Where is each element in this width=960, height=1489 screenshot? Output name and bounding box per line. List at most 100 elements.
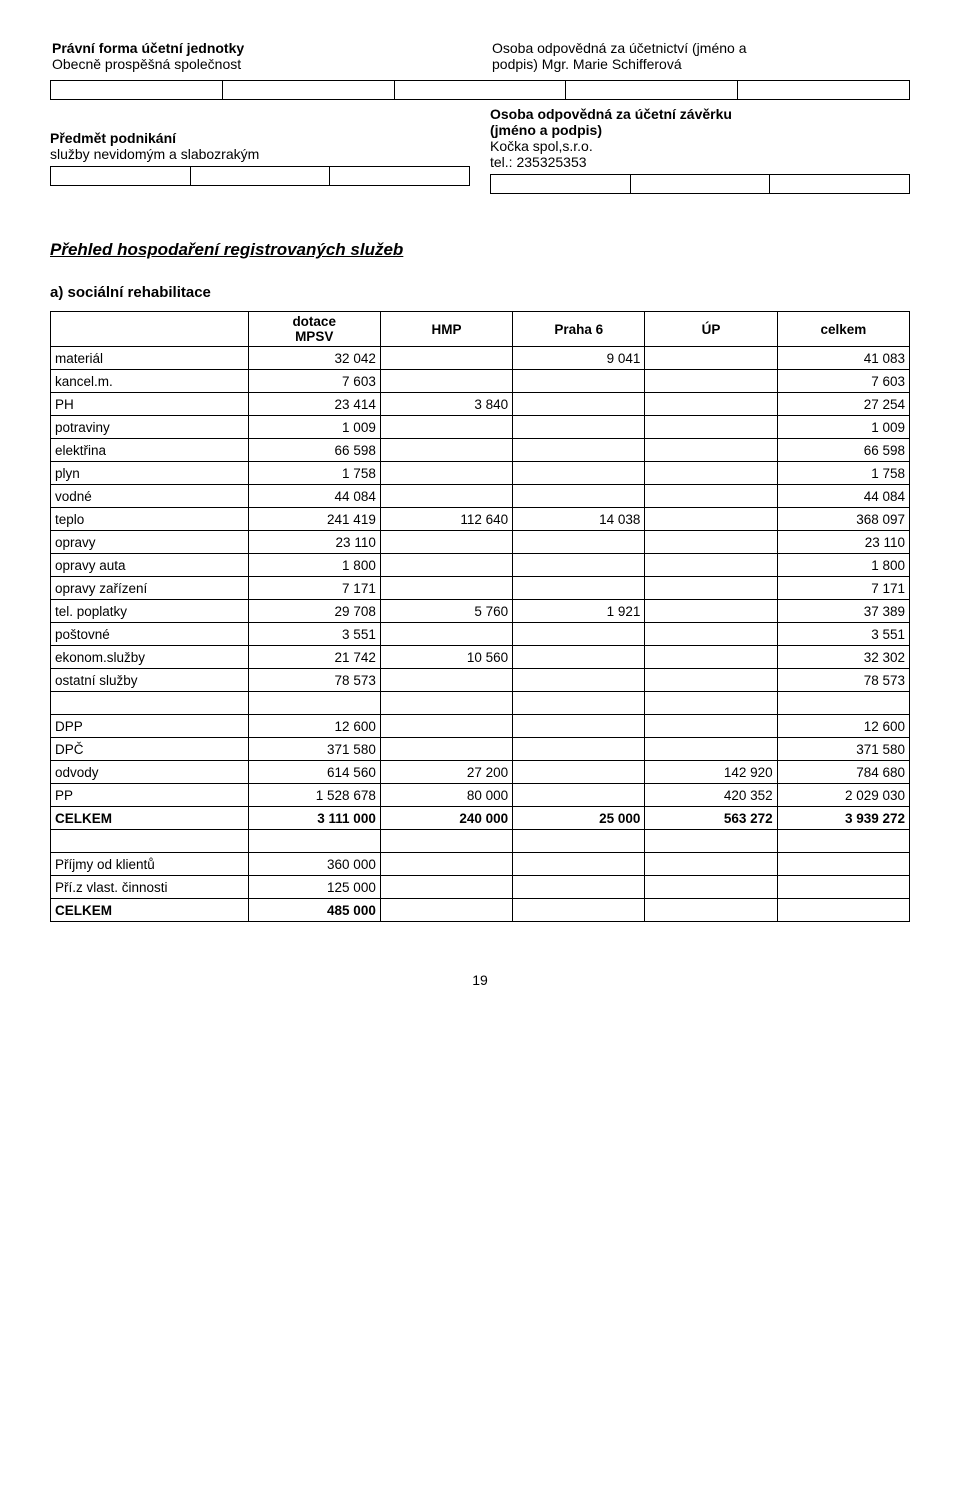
row-label: ekonom.služby xyxy=(51,646,249,669)
col-blank xyxy=(51,312,249,347)
finance-table-header: dotace MPSV HMP Praha 6 ÚP celkem xyxy=(51,312,910,347)
row-label: vodné xyxy=(51,485,249,508)
row-value xyxy=(645,715,777,738)
table-row: CELKEM3 111 000240 00025 000563 2723 939… xyxy=(51,807,910,830)
table-row: kancel.m.7 6037 603 xyxy=(51,370,910,393)
row-value xyxy=(645,393,777,416)
table-row: tel. poplatky29 7085 7601 92137 389 xyxy=(51,600,910,623)
header-row-2: Předmět podnikání služby nevidomým a sla… xyxy=(50,106,910,200)
row-value: 1 009 xyxy=(777,416,909,439)
row-label: poštovné xyxy=(51,623,249,646)
row-value: 14 038 xyxy=(513,508,645,531)
row-label: DPP xyxy=(51,715,249,738)
table-row: DPP12 60012 600 xyxy=(51,715,910,738)
header-left-2: Předmět podnikání služby nevidomým a sla… xyxy=(50,106,470,200)
table-row: Pří.z vlast. činnosti125 000 xyxy=(51,876,910,899)
row-value xyxy=(645,646,777,669)
row-value: 371 580 xyxy=(248,738,380,761)
row-value xyxy=(777,899,909,922)
row-value xyxy=(645,899,777,922)
table-row: PH23 4143 84027 254 xyxy=(51,393,910,416)
accounting-responsible-line2: podpis) Mgr. Marie Schifferová xyxy=(492,56,908,72)
col-mpsv-line1: dotace xyxy=(253,314,376,329)
row-value: 1 921 xyxy=(513,600,645,623)
row-value xyxy=(380,531,512,554)
row-value xyxy=(645,853,777,876)
row-label: DPČ xyxy=(51,738,249,761)
row-value xyxy=(380,577,512,600)
row-value xyxy=(513,462,645,485)
row-value: 3 840 xyxy=(380,393,512,416)
row-label: teplo xyxy=(51,508,249,531)
row-value: 29 708 xyxy=(248,600,380,623)
table-row: ekonom.služby21 74210 56032 302 xyxy=(51,646,910,669)
row-value xyxy=(645,439,777,462)
row-value: 25 000 xyxy=(513,807,645,830)
row-value xyxy=(777,853,909,876)
col-mpsv-line2: MPSV xyxy=(253,329,376,344)
row-value: 1 009 xyxy=(248,416,380,439)
row-value xyxy=(513,554,645,577)
row-label: opravy auta xyxy=(51,554,249,577)
row-value xyxy=(513,393,645,416)
row-value xyxy=(380,876,512,899)
row-value: 27 254 xyxy=(777,393,909,416)
row-value xyxy=(513,370,645,393)
row-value: 368 097 xyxy=(777,508,909,531)
legal-form-value: Obecně prospěšná společnost xyxy=(52,56,468,72)
header-right-1: Osoba odpovědná za účetnictví (jméno a p… xyxy=(490,40,910,72)
finance-table: dotace MPSV HMP Praha 6 ÚP celkem materi… xyxy=(50,311,910,922)
row-value xyxy=(645,370,777,393)
row-value: 485 000 xyxy=(248,899,380,922)
table-row: opravy23 11023 110 xyxy=(51,531,910,554)
closing-responsible-line1: Osoba odpovědná za účetní závěrku xyxy=(490,106,910,122)
table-blank-row xyxy=(51,692,910,715)
table-row: potraviny1 0091 009 xyxy=(51,416,910,439)
row-value xyxy=(513,439,645,462)
row-label: Příjmy od klientů xyxy=(51,853,249,876)
row-value xyxy=(513,531,645,554)
table-row: opravy auta1 8001 800 xyxy=(51,554,910,577)
col-praha6: Praha 6 xyxy=(513,312,645,347)
row-value: 7 171 xyxy=(777,577,909,600)
row-value xyxy=(645,669,777,692)
row-value xyxy=(513,876,645,899)
row-value xyxy=(645,462,777,485)
row-value xyxy=(380,669,512,692)
row-value: 44 084 xyxy=(248,485,380,508)
row-value: 66 598 xyxy=(248,439,380,462)
row-value xyxy=(513,623,645,646)
row-value: 112 640 xyxy=(380,508,512,531)
closing-responsible-line2: (jméno a podpis) xyxy=(490,122,910,138)
row-value xyxy=(513,761,645,784)
row-label: PP xyxy=(51,784,249,807)
row-value: 420 352 xyxy=(645,784,777,807)
row-value: 66 598 xyxy=(777,439,909,462)
row-value: 1 758 xyxy=(248,462,380,485)
row-value xyxy=(513,577,645,600)
row-value xyxy=(380,347,512,370)
table-row: CELKEM485 000 xyxy=(51,899,910,922)
row-label: materiál xyxy=(51,347,249,370)
row-label: CELKEM xyxy=(51,807,249,830)
row-label: elektřina xyxy=(51,439,249,462)
row-value: 3 939 272 xyxy=(777,807,909,830)
divider-grid-2-left xyxy=(50,166,470,186)
row-value: 1 758 xyxy=(777,462,909,485)
header-left-1: Právní forma účetní jednotky Obecně pros… xyxy=(50,40,470,72)
col-up: ÚP xyxy=(645,312,777,347)
row-value: 1 528 678 xyxy=(248,784,380,807)
row-value xyxy=(380,370,512,393)
row-value: 12 600 xyxy=(248,715,380,738)
table-row: PP1 528 67880 000420 3522 029 030 xyxy=(51,784,910,807)
table-blank-row xyxy=(51,830,910,853)
row-label: odvody xyxy=(51,761,249,784)
row-value: 9 041 xyxy=(513,347,645,370)
row-value xyxy=(380,715,512,738)
row-value: 371 580 xyxy=(777,738,909,761)
row-value xyxy=(380,623,512,646)
header-row-1: Právní forma účetní jednotky Obecně pros… xyxy=(50,40,910,72)
accounting-responsible-line1: Osoba odpovědná za účetnictví (jméno a xyxy=(492,40,908,56)
row-value xyxy=(645,876,777,899)
row-value: 32 042 xyxy=(248,347,380,370)
